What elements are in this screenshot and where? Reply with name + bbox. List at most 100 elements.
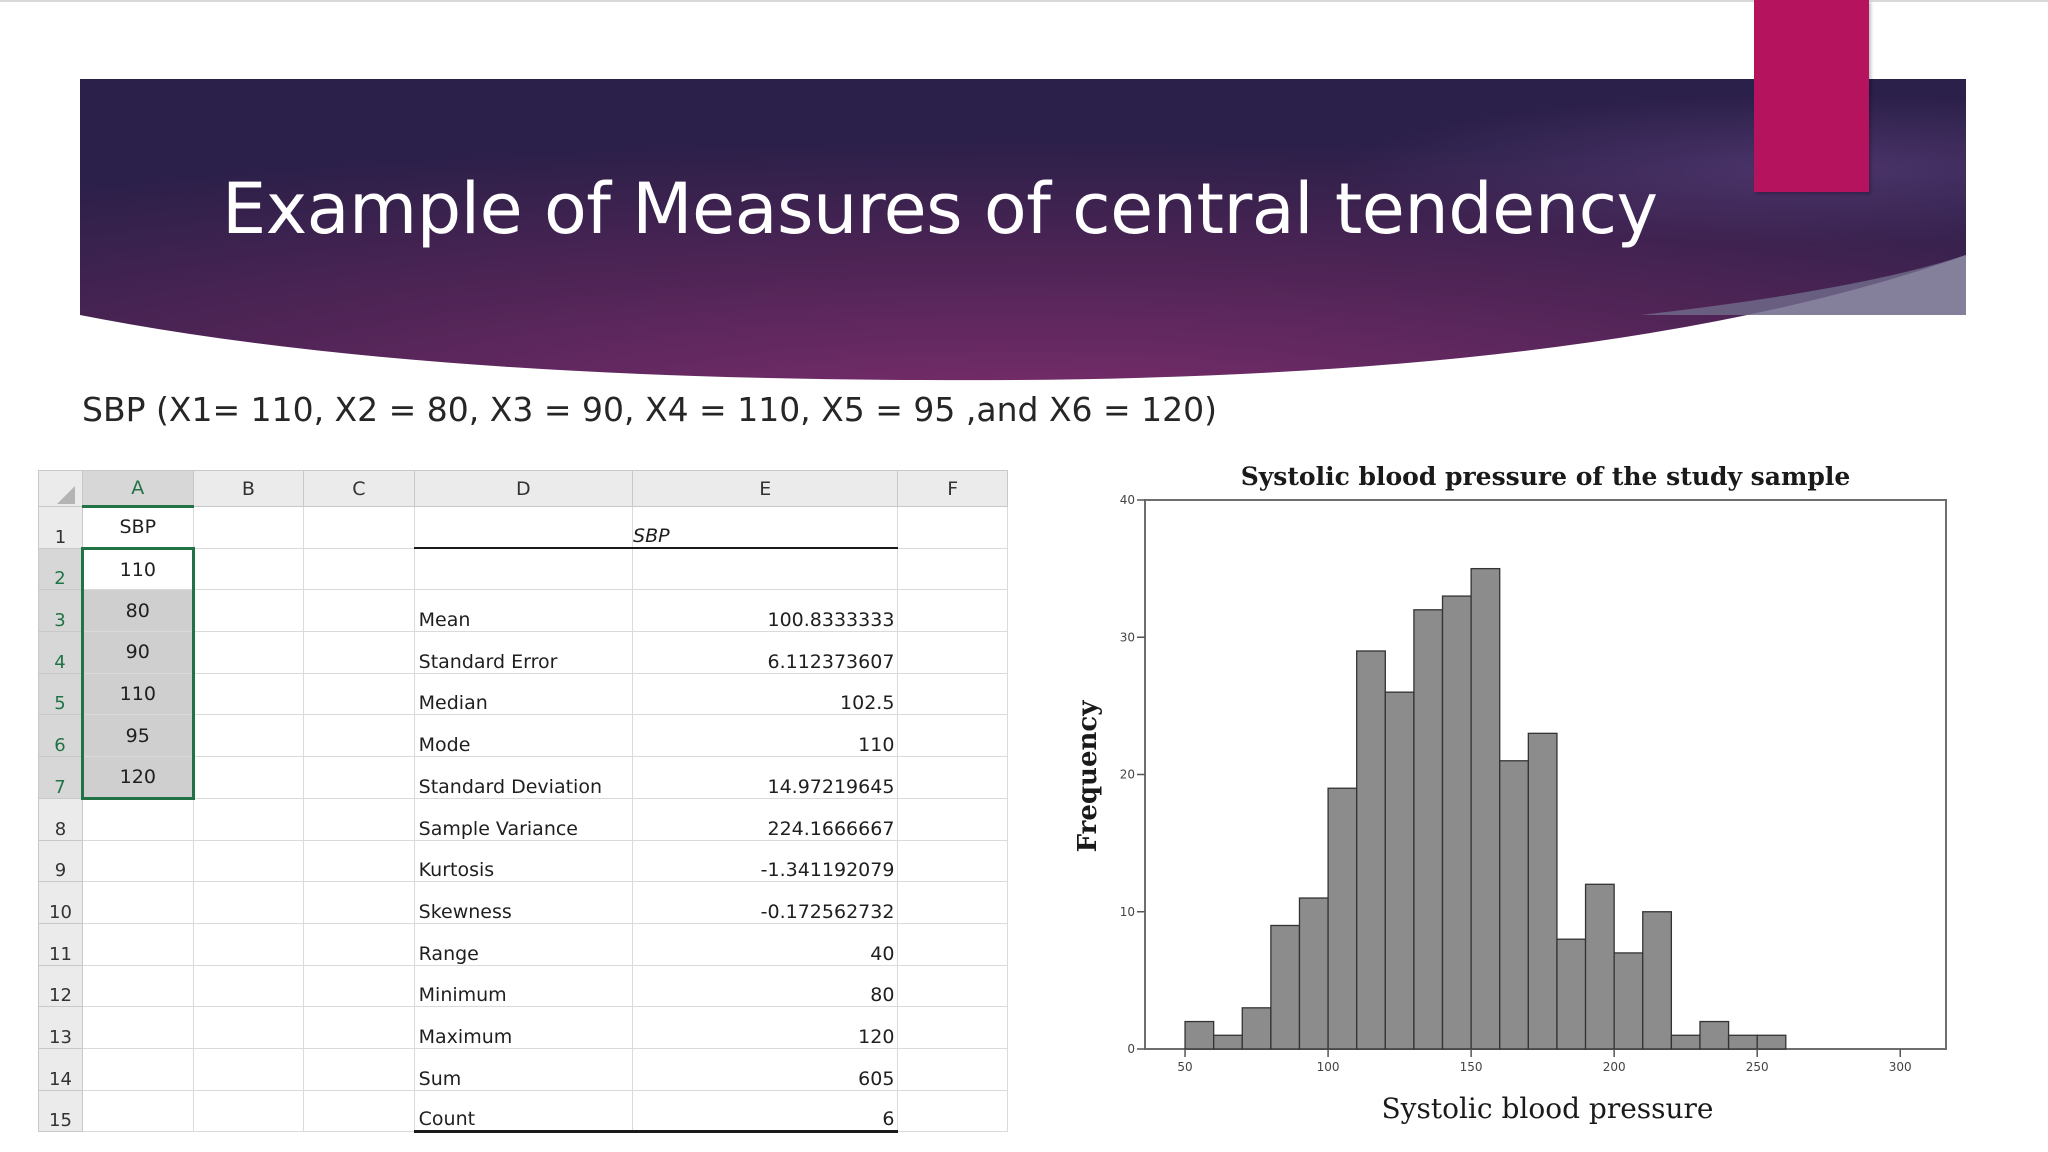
column-header-d[interactable]: D bbox=[413, 470, 634, 507]
cell[interactable] bbox=[192, 1089, 305, 1133]
cell-a-value[interactable]: 120 bbox=[80, 756, 195, 800]
stat-value[interactable]: 224.1666667 bbox=[632, 797, 899, 841]
cell[interactable] bbox=[897, 1006, 1008, 1049]
stat-label[interactable]: Range bbox=[413, 922, 634, 966]
cell[interactable] bbox=[303, 839, 415, 883]
cell[interactable] bbox=[192, 964, 305, 1008]
cell[interactable] bbox=[897, 922, 1008, 966]
stat-label[interactable]: Skewness bbox=[413, 881, 634, 924]
cell[interactable] bbox=[192, 547, 305, 591]
cell[interactable] bbox=[897, 881, 1008, 924]
column-header-f[interactable]: F bbox=[897, 470, 1008, 507]
stat-label[interactable]: Mode bbox=[413, 714, 634, 758]
stat-value[interactable]: 100.8333333 bbox=[632, 589, 899, 633]
cell[interactable] bbox=[897, 631, 1008, 674]
cell[interactable] bbox=[81, 881, 194, 924]
cell[interactable] bbox=[897, 589, 1008, 633]
cell[interactable] bbox=[303, 714, 415, 758]
stat-value[interactable]: -1.341192079 bbox=[632, 839, 899, 883]
cell[interactable] bbox=[897, 964, 1008, 1008]
row-header[interactable]: 5 bbox=[38, 672, 83, 716]
cell[interactable] bbox=[81, 839, 194, 883]
cell[interactable] bbox=[897, 1089, 1008, 1133]
cell[interactable] bbox=[303, 589, 415, 633]
stat-label[interactable]: Mean bbox=[413, 589, 634, 633]
stat-value[interactable]: 6 bbox=[632, 1089, 899, 1134]
cell[interactable] bbox=[81, 964, 194, 1008]
cell-a-value[interactable]: 90 bbox=[80, 631, 195, 674]
stat-label[interactable]: Minimum bbox=[413, 964, 634, 1008]
stat-value[interactable]: 110 bbox=[632, 714, 899, 758]
cell[interactable] bbox=[303, 756, 415, 799]
column-header-e[interactable]: E bbox=[632, 470, 899, 507]
cell[interactable] bbox=[81, 1089, 194, 1133]
cell[interactable] bbox=[897, 1047, 1008, 1091]
cell-a-value[interactable]: 110 bbox=[80, 672, 195, 716]
cell[interactable] bbox=[192, 631, 305, 674]
stat-value[interactable]: 605 bbox=[632, 1047, 899, 1091]
cell[interactable] bbox=[303, 797, 415, 841]
stat-value[interactable]: 120 bbox=[632, 1006, 899, 1049]
cell[interactable] bbox=[303, 1006, 415, 1049]
stat-value[interactable]: 102.5 bbox=[632, 672, 899, 716]
row-header[interactable]: 6 bbox=[38, 714, 83, 758]
stat-value[interactable]: 6.112373607 bbox=[632, 631, 899, 674]
stat-value[interactable]: 80 bbox=[632, 964, 899, 1008]
stat-label[interactable]: Sample Variance bbox=[413, 797, 634, 841]
cell[interactable] bbox=[303, 881, 415, 924]
cell-a-value[interactable]: 110 bbox=[80, 546, 195, 591]
cell[interactable] bbox=[192, 797, 305, 841]
stats-header[interactable]: SBP bbox=[632, 506, 899, 550]
cell[interactable] bbox=[897, 797, 1008, 841]
cell[interactable] bbox=[303, 1047, 415, 1091]
row-header[interactable]: 9 bbox=[38, 839, 83, 883]
cell[interactable] bbox=[192, 1047, 305, 1091]
cell[interactable] bbox=[192, 756, 305, 799]
cell[interactable] bbox=[192, 881, 305, 924]
row-header[interactable]: 1 bbox=[38, 506, 83, 549]
cell[interactable] bbox=[192, 506, 305, 549]
cell[interactable] bbox=[81, 797, 194, 841]
cell[interactable] bbox=[192, 1006, 305, 1049]
row-header[interactable]: 11 bbox=[38, 922, 83, 966]
cell[interactable] bbox=[192, 839, 305, 883]
cell[interactable] bbox=[192, 714, 305, 758]
row-header[interactable]: 8 bbox=[38, 797, 83, 841]
cell[interactable] bbox=[897, 756, 1008, 799]
column-header-b[interactable]: B bbox=[192, 470, 305, 507]
cell[interactable] bbox=[303, 506, 415, 549]
row-header[interactable]: 13 bbox=[38, 1006, 83, 1049]
cell[interactable] bbox=[413, 547, 634, 591]
row-header[interactable]: 3 bbox=[38, 589, 83, 633]
row-header[interactable]: 10 bbox=[38, 881, 83, 924]
cell[interactable] bbox=[897, 672, 1008, 716]
stats-header-left[interactable] bbox=[413, 506, 634, 550]
row-header[interactable]: 7 bbox=[38, 756, 83, 799]
stat-label[interactable]: Standard Deviation bbox=[413, 756, 634, 799]
cell[interactable] bbox=[897, 714, 1008, 758]
stat-label[interactable]: Maximum bbox=[413, 1006, 634, 1049]
row-header[interactable]: 12 bbox=[38, 964, 83, 1008]
stat-label[interactable]: Median bbox=[413, 672, 634, 716]
stat-label[interactable]: Count bbox=[413, 1089, 634, 1134]
row-header[interactable]: 14 bbox=[38, 1047, 83, 1091]
cell[interactable] bbox=[897, 839, 1008, 883]
cell[interactable] bbox=[303, 672, 415, 716]
stat-value[interactable]: -0.172562732 bbox=[632, 881, 899, 924]
cell-a1-header[interactable]: SBP bbox=[81, 506, 194, 549]
select-all-corner[interactable] bbox=[38, 470, 83, 507]
column-header-a[interactable]: A bbox=[81, 470, 194, 508]
stat-value[interactable]: 40 bbox=[632, 922, 899, 966]
cell[interactable] bbox=[303, 631, 415, 674]
cell[interactable] bbox=[192, 922, 305, 966]
row-header[interactable]: 2 bbox=[38, 547, 83, 591]
stat-value[interactable]: 14.97219645 bbox=[632, 756, 899, 799]
cell[interactable] bbox=[303, 964, 415, 1008]
stat-label[interactable]: Kurtosis bbox=[413, 839, 634, 883]
cell-a-value[interactable]: 80 bbox=[80, 589, 195, 633]
row-header[interactable]: 15 bbox=[38, 1089, 83, 1133]
cell[interactable] bbox=[192, 589, 305, 633]
cell[interactable] bbox=[897, 547, 1008, 591]
column-header-c[interactable]: C bbox=[303, 470, 415, 507]
cell[interactable] bbox=[303, 1089, 415, 1133]
